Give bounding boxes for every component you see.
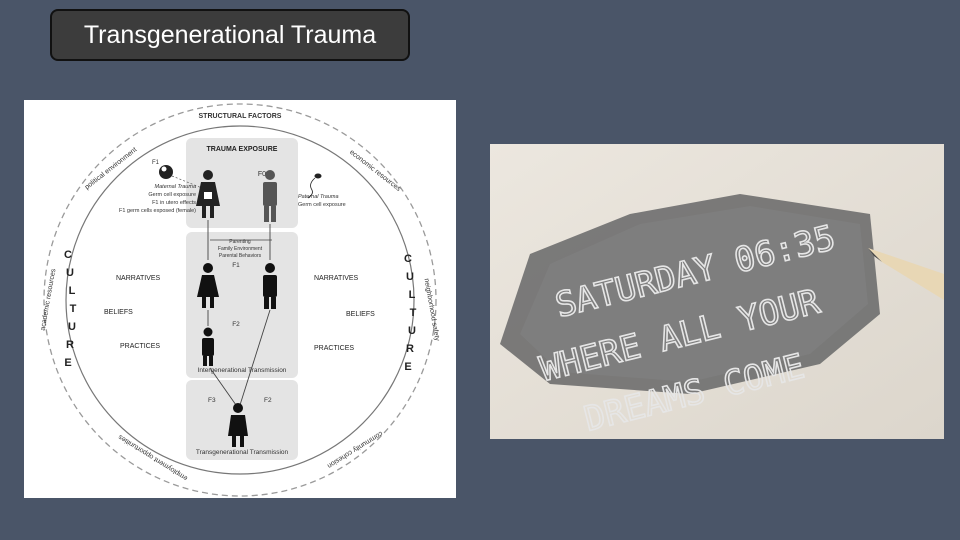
f2-bottom-label: F2	[264, 397, 272, 404]
svg-text:U: U	[68, 321, 76, 333]
left-culture-labels: NARRATIVES BELIEFS PRACTICES	[104, 275, 161, 350]
f1-mid-label: F1	[232, 262, 240, 269]
svg-text:U: U	[66, 267, 74, 279]
svg-text:Family Environment: Family Environment	[218, 246, 263, 252]
outer-dashed-ring	[43, 103, 437, 497]
svg-text:Germ cell exposure: Germ cell exposure	[148, 192, 196, 198]
parenting-text: Parenting Family Environment Parental Be…	[218, 239, 263, 259]
maternal-trauma-text: Maternal Trauma Germ cell exposure F1 in…	[119, 184, 196, 214]
ring-label-neighborhood: neighborhood safety	[423, 278, 441, 342]
svg-text:PRACTICES: PRACTICES	[120, 343, 160, 350]
svg-text:NARRATIVES: NARRATIVES	[116, 275, 161, 282]
transgenerational-label: Transgenerational Transmission	[196, 449, 289, 456]
f0-label: F0	[258, 171, 266, 178]
slide-title-box: Transgenerational Trauma	[50, 9, 410, 61]
svg-text:T: T	[410, 307, 417, 319]
svg-text:U: U	[406, 271, 414, 283]
svg-text:U: U	[408, 325, 416, 337]
structural-factors-label: STRUCTURAL FACTORS	[199, 113, 282, 120]
svg-text:PRACTICES: PRACTICES	[314, 345, 354, 352]
f1-son-icon	[263, 263, 277, 309]
svg-text:F1 in utero effects: F1 in utero effects	[152, 200, 196, 206]
svg-text:R: R	[406, 343, 414, 355]
f1-daughter-icon	[197, 263, 219, 308]
svg-text:T: T	[70, 303, 77, 315]
ring-label-community: community cohesion	[326, 429, 384, 469]
pencil-icon	[868, 248, 944, 300]
ring-label-academic: academic resources	[40, 268, 58, 331]
father-icon	[263, 170, 277, 222]
sperm-icon	[307, 173, 322, 199]
svg-text:E: E	[404, 361, 411, 373]
svg-text:Maternal Trauma: Maternal Trauma	[155, 184, 196, 190]
svg-text:F1 germ cells exposed (female): F1 germ cells exposed (female)	[119, 208, 196, 214]
f2-mid-label: F2	[232, 321, 240, 328]
svg-text:BELIEFS: BELIEFS	[346, 311, 375, 318]
fetus-icon	[159, 165, 173, 179]
slide-title: Transgenerational Trauma	[83, 20, 377, 49]
svg-text:C: C	[64, 249, 72, 261]
intergenerational-label: Intergenerational Transmission	[198, 367, 287, 374]
svg-text:Parental Behaviors: Parental Behaviors	[219, 253, 262, 259]
ring-label-employment: employment opportunities	[117, 433, 189, 482]
svg-text:NARRATIVES: NARRATIVES	[314, 275, 359, 282]
pencil-rubbing-photo: SATURDAY 06:35 WHERE ALL YOUR DREAMS COM…	[490, 144, 944, 439]
f3-label: F3	[208, 397, 216, 404]
svg-text:Parenting: Parenting	[229, 239, 251, 245]
culture-left: C U L T U R E	[64, 249, 77, 369]
svg-text:E: E	[64, 357, 71, 369]
svg-text:L: L	[409, 289, 416, 301]
svg-text:Paternal Trauma: Paternal Trauma	[298, 194, 339, 200]
svg-text:BELIEFS: BELIEFS	[104, 309, 133, 316]
f2-child-icon	[202, 327, 214, 366]
paternal-trauma-text: Paternal Trauma Germ cell exposure	[298, 194, 346, 208]
f3-child-icon	[228, 403, 248, 447]
inner-ring	[65, 125, 415, 475]
right-culture-labels: NARRATIVES BELIEFS PRACTICES	[314, 275, 375, 352]
svg-text:C: C	[404, 253, 412, 265]
culture-right: C U L T U R E	[404, 253, 417, 373]
mother-icon	[196, 170, 220, 218]
svg-text:R: R	[66, 339, 74, 351]
svg-text:Germ cell exposure: Germ cell exposure	[298, 202, 346, 208]
trauma-diagram: STRUCTURAL FACTORS political environment…	[24, 100, 456, 498]
f1-top-label: F1	[152, 160, 160, 166]
svg-text:L: L	[69, 285, 76, 297]
trauma-exposure-label: TRAUMA EXPOSURE	[207, 146, 278, 153]
